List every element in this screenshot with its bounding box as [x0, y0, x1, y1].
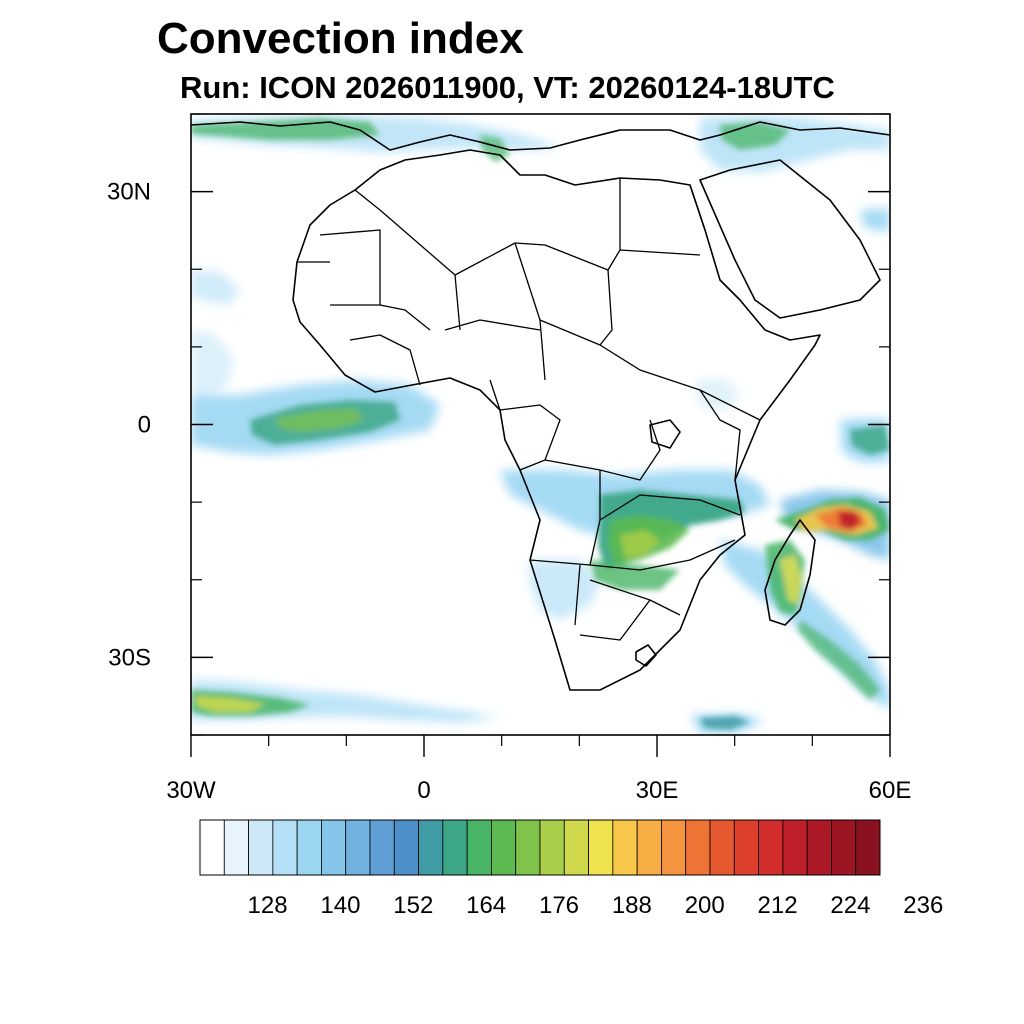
map-title: Convection index [157, 14, 524, 63]
colorbar-swatch [539, 819, 565, 876]
map-subtitle: Run: ICON 2026011900, VT: 20260124-18UTC [180, 70, 835, 105]
colorbar-swatch [418, 819, 444, 876]
colorbar-label: 188 [612, 892, 652, 919]
colorbar-swatch [758, 819, 784, 876]
colorbar-swatch [588, 819, 614, 876]
convection-fields [191, 115, 890, 734]
lat-tick-label: 0 [138, 412, 151, 439]
colorbar-swatch [272, 819, 298, 876]
colorbar-swatch [806, 819, 832, 876]
colorbar-swatch [782, 819, 808, 876]
lat-tick-label: 30N [107, 179, 151, 206]
colorbar-swatch [636, 819, 662, 876]
lake-victoria [649, 419, 681, 449]
colorbar-swatch [345, 819, 371, 876]
colorbar-swatch [491, 819, 517, 876]
madagascar-coastline [764, 519, 816, 626]
colorbar-swatch [855, 819, 881, 876]
lon-tick-label: 0 [417, 777, 430, 804]
colorbar-swatch [515, 819, 541, 876]
lon-tick-label: 60E [869, 777, 912, 804]
colorbar-swatch [296, 819, 322, 876]
europe-coastline [191, 121, 890, 151]
country-borders [297, 178, 761, 641]
colorbar-swatch [393, 819, 419, 876]
colorbar-swatch [442, 819, 468, 876]
colorbar-swatch [466, 819, 492, 876]
arabia-coastline [699, 159, 881, 319]
colorbar-swatch [321, 819, 347, 876]
lesotho-border [635, 644, 657, 667]
colorbar-swatch [661, 819, 687, 876]
colorbar-swatch [369, 819, 395, 876]
colorbar-label: 128 [248, 892, 288, 919]
colorbar-swatch [563, 819, 589, 876]
colorbar-swatch [709, 819, 735, 876]
coastlines-and-borders [191, 121, 890, 691]
colorbar: 128 140 152 164 176 188 200 212 224 236 [199, 819, 943, 919]
colorbar-label: 164 [466, 892, 506, 919]
colorbar-frame [199, 819, 881, 876]
map-area [191, 114, 890, 735]
colorbar-label: 200 [685, 892, 725, 919]
colorbar-label: 212 [758, 892, 798, 919]
colorbar-label: 176 [539, 892, 579, 919]
lon-tick-label: 30W [166, 777, 216, 804]
colorbar-swatch [831, 819, 857, 876]
lat-tick-label: 30S [108, 644, 151, 671]
lon-tick-label: 30E [636, 777, 679, 804]
colorbar-swatch [612, 819, 638, 876]
colorbar-label: 152 [393, 892, 433, 919]
colorbar-swatch [248, 819, 274, 876]
colorbar-swatch [685, 819, 711, 876]
colorbar-label: 140 [320, 892, 360, 919]
colorbar-swatch [199, 819, 225, 876]
colorbar-label: 224 [830, 892, 870, 919]
colorbar-swatch [733, 819, 759, 876]
colorbar-label: 236 [903, 892, 943, 919]
map-axes: 30N 0 30S 30W 0 30E 60E [107, 113, 912, 804]
colorbar-swatch [223, 819, 249, 876]
africa-coastline [292, 149, 821, 691]
